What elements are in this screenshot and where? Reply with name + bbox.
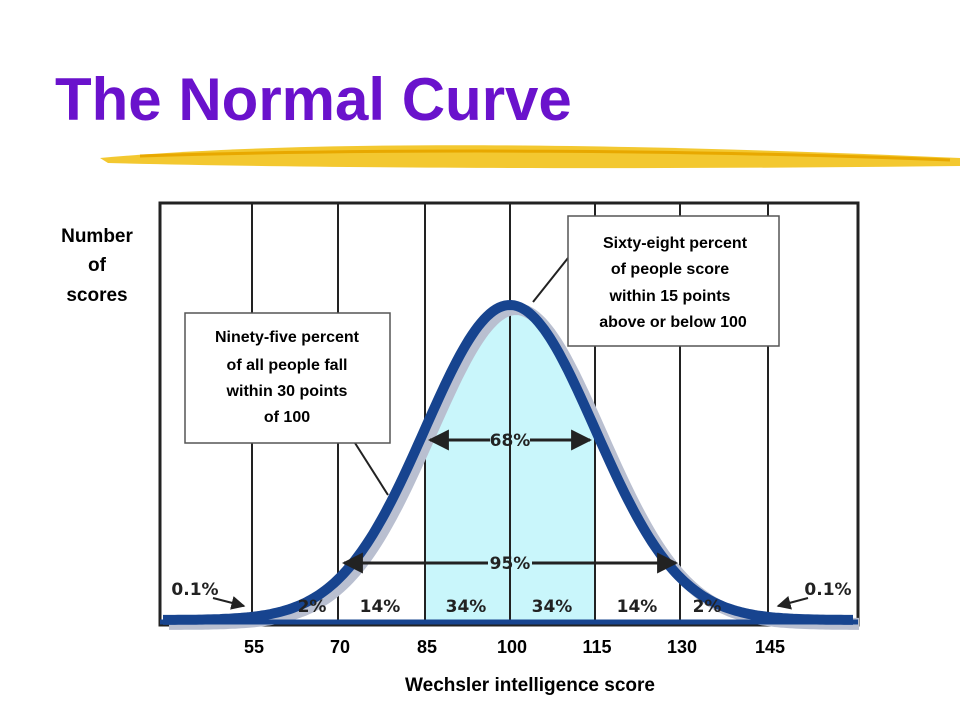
leader-line [532, 257, 569, 303]
callout-text: above or below 100 [599, 314, 747, 331]
callout-text: Sixty-eight percent [603, 235, 748, 252]
x-tick-label: 130 [667, 637, 697, 657]
tail-label: 0.1% [171, 580, 218, 600]
region-label: 14% [617, 597, 658, 617]
tail-label: 0.1% [804, 580, 851, 600]
region-label: 34% [446, 597, 487, 617]
arrow [776, 595, 809, 610]
y-label: of [88, 255, 107, 276]
x-tick-label: 115 [582, 637, 611, 657]
x-label: Wechsler intelligence score [405, 675, 655, 696]
x-tick-label: 70 [330, 637, 350, 657]
region-label: 2% [693, 597, 722, 617]
callout-text: of all people fall [227, 357, 348, 374]
brush-stroke-edge [139, 149, 951, 162]
callout-text: of 100 [264, 409, 310, 426]
y-label: Number [61, 226, 133, 247]
arrow [212, 596, 246, 610]
callout-box [567, 215, 780, 347]
leader-line [354, 442, 389, 496]
region-label: 14% [360, 597, 401, 617]
range-label: 68% [490, 431, 531, 451]
region-label: 34% [532, 597, 573, 617]
callout-text: within 15 points [609, 288, 731, 305]
x-tick-label: 85 [417, 637, 437, 657]
callout-text: of people score [611, 261, 729, 278]
x-tick-label: 145 [755, 637, 785, 657]
range-label: 95% [490, 554, 531, 574]
callout-box [184, 312, 391, 444]
x-tick-label: 100 [497, 637, 527, 657]
callout-text: within 30 points [226, 383, 348, 400]
x-tick-label: 55 [244, 637, 264, 657]
region-label: 2% [298, 597, 327, 617]
callout-text: Ninety-five percent [215, 329, 360, 346]
title: The Normal Curve [55, 66, 572, 133]
y-label: scores [66, 285, 127, 306]
normal-curve [163, 299, 853, 625]
